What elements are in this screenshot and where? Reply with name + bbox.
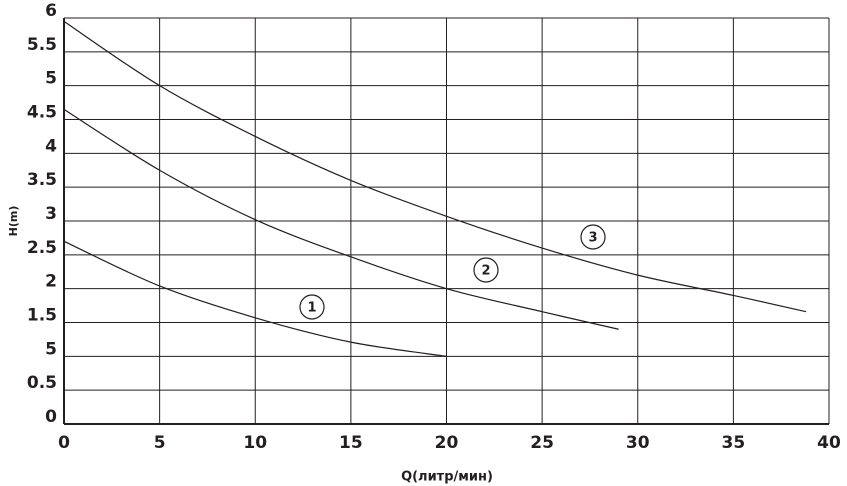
x-tick-label: 25 <box>530 433 554 453</box>
y-tick-label: 6 <box>45 1 57 21</box>
y-tick-label: 4 <box>45 136 57 156</box>
x-tick-label: 20 <box>435 433 459 453</box>
y-tick-label: 5.5 <box>27 35 57 55</box>
curve-label-circle <box>473 257 499 283</box>
curve-label-circle <box>299 294 325 320</box>
x-tick-label: 0 <box>58 433 70 453</box>
x-tick-label: 15 <box>339 433 363 453</box>
x-tick-label: 10 <box>243 433 267 453</box>
y-tick-label: 1.5 <box>27 306 57 326</box>
y-tick-label: 2.5 <box>27 238 57 258</box>
y-tick-label: 4.5 <box>27 103 57 123</box>
curve-label: 2 <box>481 264 490 279</box>
y-tick-label: 0 <box>45 407 57 427</box>
y-tick-label: 0.5 <box>27 373 57 393</box>
y-tick-label: 5 <box>45 339 57 359</box>
y-axis-label: H(m) <box>7 206 20 237</box>
curve <box>63 108 619 330</box>
x-tick-label: 35 <box>722 433 746 453</box>
y-tick-label: 5 <box>45 69 57 89</box>
curve-label-circle <box>580 224 606 250</box>
curve <box>63 20 807 313</box>
x-tick-label: 40 <box>817 433 841 453</box>
curve-label: 1 <box>307 301 316 316</box>
y-tick-label: 2 <box>45 272 57 292</box>
y-tick-label: 3.5 <box>27 170 57 190</box>
x-tick-label: 5 <box>154 433 166 453</box>
curve <box>63 240 447 357</box>
y-tick-label: 3 <box>45 204 57 224</box>
x-axis-label: Q(литр/мин) <box>401 470 493 485</box>
x-tick-label: 30 <box>626 433 650 453</box>
curve-label: 3 <box>588 231 597 246</box>
